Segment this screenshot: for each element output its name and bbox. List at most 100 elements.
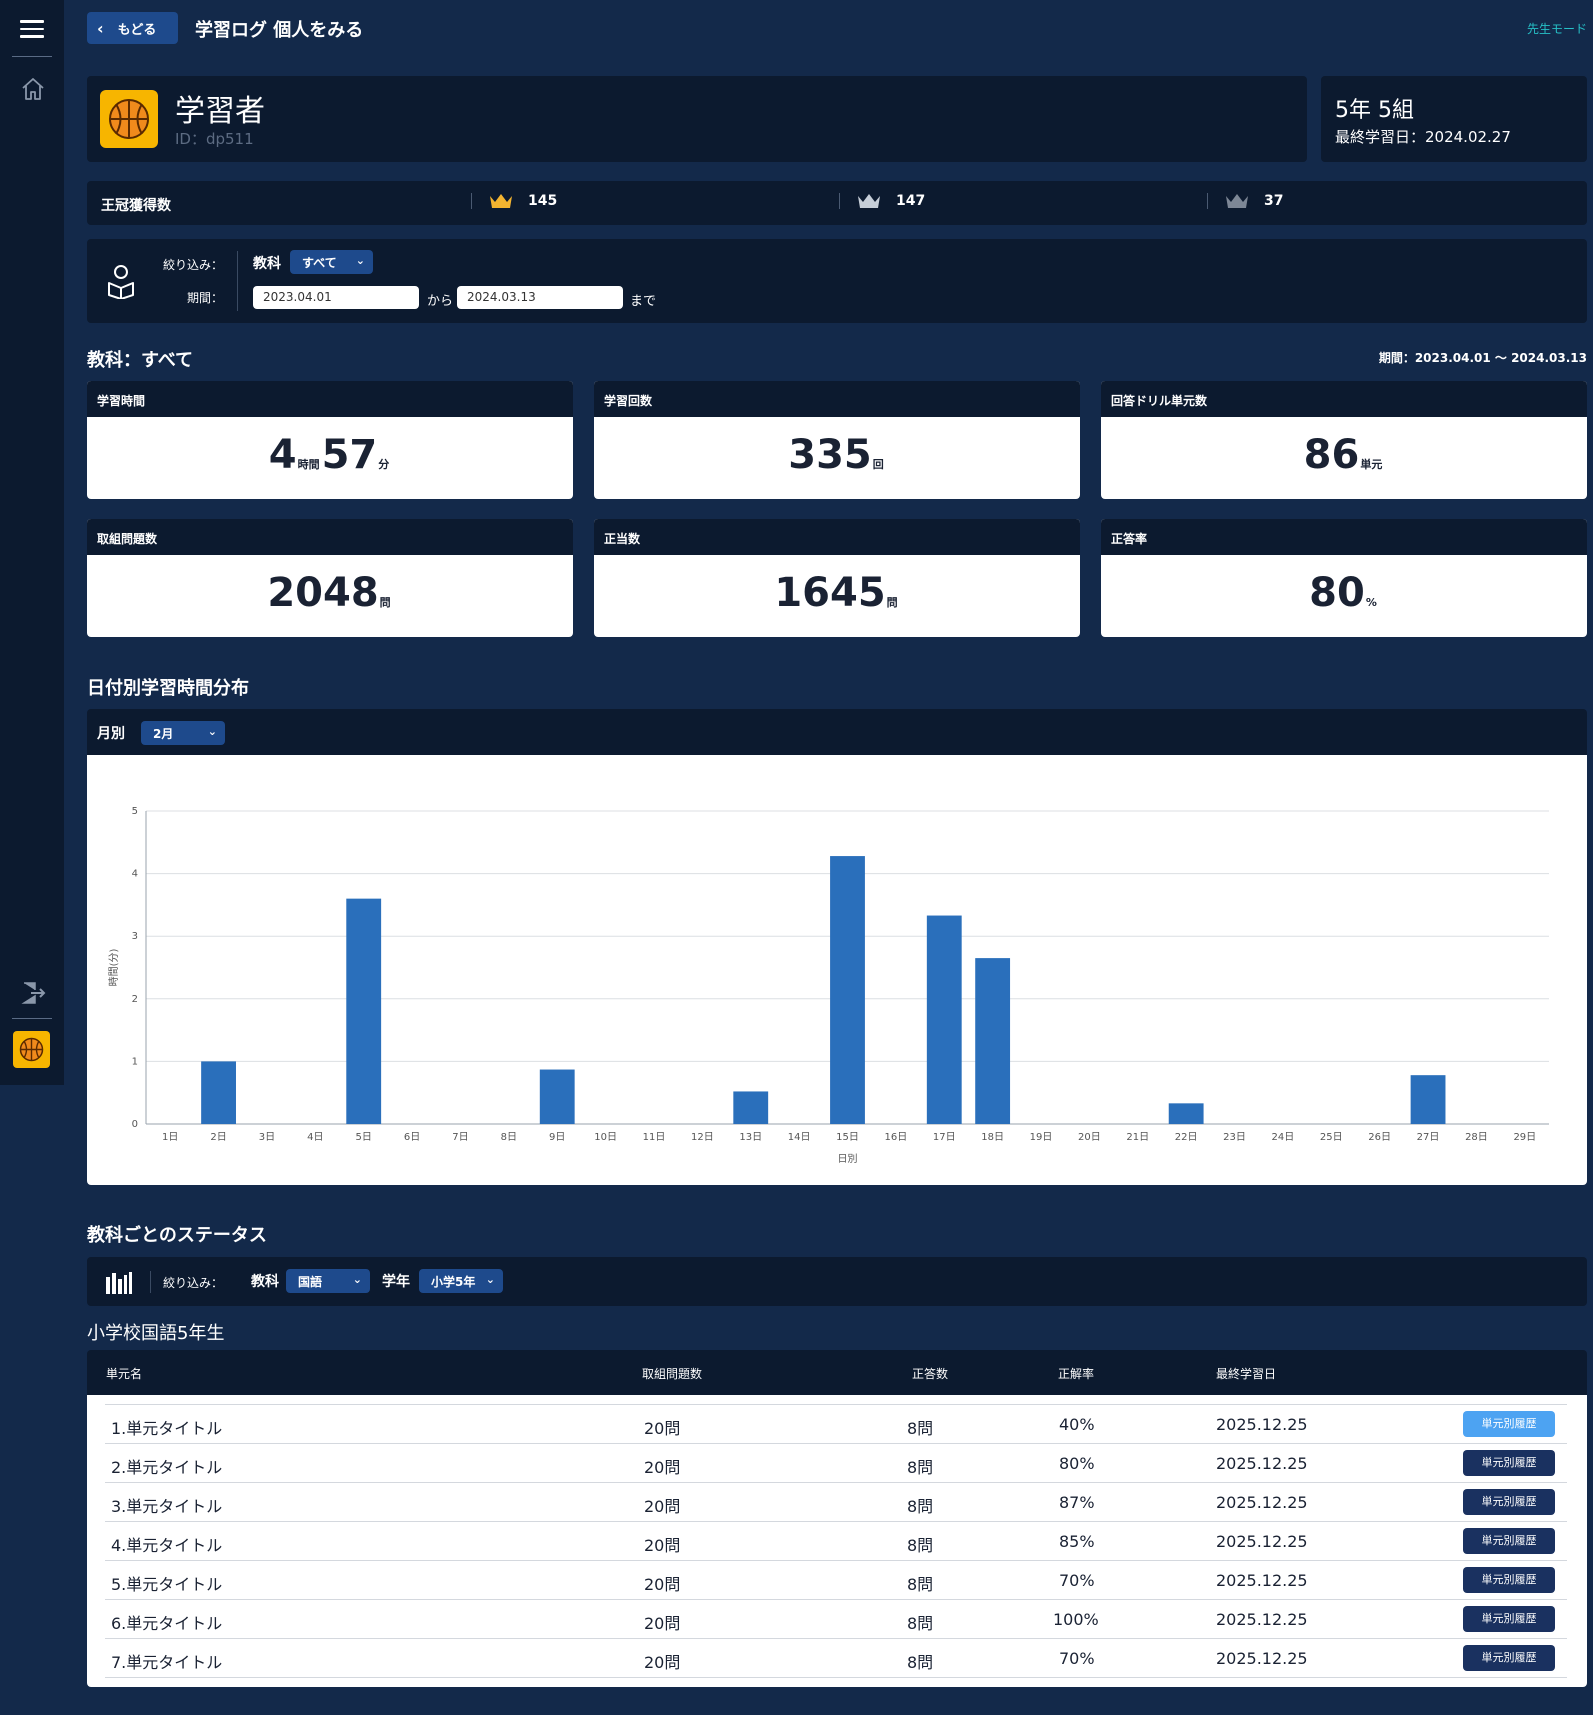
accuracy: 100% — [1053, 1610, 1099, 1629]
y-tick-label: 3 — [132, 931, 138, 942]
sidebar — [0, 0, 64, 1085]
problem-count: 20問 — [644, 1536, 681, 1555]
unit-name: 3.単元タイトル — [111, 1497, 223, 1516]
unit-history-button[interactable]: 単元別履歴 — [1463, 1567, 1555, 1593]
y-tick-label: 2 — [132, 994, 138, 1005]
filter-narrow-label: 絞り込み： — [163, 258, 224, 272]
col-accuracy: 正解率 — [1058, 1367, 1095, 1381]
x-tick-label: 1日 — [162, 1132, 178, 1143]
card-value: 4 — [268, 432, 297, 478]
class-card: 5年 5組 最終学習日：2024.02.27 — [1321, 76, 1587, 162]
x-tick-label: 22日 — [1175, 1132, 1198, 1143]
correct-count: 8問 — [907, 1458, 934, 1477]
home-icon[interactable] — [20, 76, 46, 102]
correct-count: 8問 — [907, 1653, 934, 1672]
table-row: 7.単元タイトル 20問 8問 70% 2025.12.25 単元別履歴 — [105, 1638, 1567, 1677]
unit-history-button[interactable]: 単元別履歴 — [1463, 1489, 1555, 1515]
card-value: 80 — [1309, 570, 1365, 616]
x-tick-label: 18日 — [981, 1132, 1004, 1143]
problems-card: 取組問題数 2048 問 — [87, 519, 573, 637]
unit-history-button[interactable]: 単元別履歴 — [1463, 1528, 1555, 1554]
card-title: 回答ドリル単元数 — [1101, 381, 1587, 417]
crown-label: 王冠獲得数 — [101, 198, 171, 214]
student-name: 学習者 — [175, 94, 265, 129]
x-axis-label: 日別 — [838, 1153, 858, 1165]
chevron-down-icon: ⌄ — [355, 254, 365, 267]
back-button[interactable]: ‹ もどる — [87, 12, 178, 44]
col-last-date: 最終学習日 — [1216, 1367, 1277, 1381]
grade-select[interactable]: 小学5年 ⌄ — [419, 1269, 503, 1293]
y-tick-label: 0 — [132, 1119, 138, 1130]
unit-history-button[interactable]: 単元別履歴 — [1463, 1606, 1555, 1632]
card-unit: % — [1365, 596, 1377, 609]
x-tick-label: 24日 — [1272, 1132, 1295, 1143]
back-label: もどる — [117, 22, 157, 38]
status-subject-select[interactable]: 国語 ⌄ — [286, 1269, 370, 1293]
card-value: 335 — [788, 432, 872, 478]
card-title: 学習回数 — [594, 381, 1080, 417]
x-tick-label: 26日 — [1368, 1132, 1391, 1143]
correct-count: 8問 — [907, 1497, 934, 1516]
x-tick-label: 4日 — [307, 1132, 323, 1143]
correct-count: 8問 — [907, 1419, 934, 1438]
table-subtitle: 小学校国語5年生 — [87, 1323, 225, 1344]
chart-bar — [201, 1061, 236, 1124]
page-title: 学習ログ 個人をみる — [195, 20, 364, 41]
col-correct-count: 正答数 — [912, 1367, 949, 1381]
unit-history-button[interactable]: 単元別履歴 — [1463, 1645, 1555, 1671]
hamburger-icon[interactable] — [20, 20, 44, 38]
month-select[interactable]: 2月 ⌄ — [141, 721, 225, 745]
table-row: 4.単元タイトル 20問 8問 85% 2025.12.25 単元別履歴 — [105, 1521, 1567, 1560]
x-tick-label: 20日 — [1078, 1132, 1101, 1143]
unit-history-button[interactable]: 単元別履歴 — [1463, 1411, 1555, 1437]
accuracy: 40% — [1059, 1415, 1095, 1434]
problem-count: 20問 — [644, 1614, 681, 1633]
x-tick-label: 14日 — [788, 1132, 811, 1143]
subject-select[interactable]: すべて ⌄ — [290, 250, 373, 274]
x-tick-label: 27日 — [1417, 1132, 1440, 1143]
chart-toolbar: 月別 2月 ⌄ — [87, 709, 1587, 755]
x-tick-label: 3日 — [259, 1132, 275, 1143]
correct-count: 8問 — [907, 1536, 934, 1555]
silver-crown-icon — [858, 194, 880, 208]
student-reading-icon — [108, 265, 134, 299]
chart-bar — [1410, 1075, 1446, 1124]
last-date: 2025.12.25 — [1216, 1571, 1308, 1590]
unit-name: 5.単元タイトル — [111, 1575, 223, 1594]
date-to-input[interactable]: 2024.03.13 — [457, 286, 623, 309]
x-tick-label: 8日 — [501, 1132, 517, 1143]
date-from-input[interactable]: 2023.04.01 — [253, 286, 419, 309]
accuracy: 70% — [1059, 1649, 1095, 1668]
card-title: 正当数 — [594, 519, 1080, 555]
teacher-mode-link[interactable]: 先生モード — [1526, 22, 1587, 36]
table-row: 3.単元タイトル 20問 8問 87% 2025.12.25 単元別履歴 — [105, 1482, 1567, 1521]
status-subject-value: 国語 — [298, 1274, 323, 1289]
card-value: 86 — [1303, 432, 1360, 478]
x-tick-label: 16日 — [885, 1132, 908, 1143]
unit-history-button[interactable]: 単元別履歴 — [1463, 1450, 1555, 1476]
card-value: 2048 — [267, 570, 379, 616]
x-tick-label: 2日 — [210, 1132, 226, 1143]
problem-count: 20問 — [644, 1653, 681, 1672]
subject-label: 教科 — [253, 256, 281, 272]
col-problem-count: 取組問題数 — [642, 1367, 703, 1381]
card-title: 正答率 — [1101, 519, 1587, 555]
x-tick-label: 19日 — [1030, 1132, 1053, 1143]
student-id: ID：dp511 — [175, 130, 254, 148]
unit-name: 2.単元タイトル — [111, 1458, 223, 1477]
table-row: 1.単元タイトル 20問 8問 40% 2025.12.25 単元別履歴 — [105, 1404, 1567, 1443]
silver-crown-count: 147 — [839, 192, 925, 210]
last-date: 2025.12.25 — [1216, 1493, 1308, 1512]
crown-count-bar: 王冠獲得数 145 147 37 — [87, 181, 1587, 225]
card-unit: 回 — [872, 458, 884, 471]
problem-count: 20問 — [644, 1497, 681, 1516]
books-icon — [106, 1272, 132, 1294]
logout-icon[interactable] — [21, 980, 47, 1006]
user-avatar[interactable] — [13, 1031, 50, 1068]
profile-card: 学習者 ID：dp511 — [87, 76, 1307, 162]
table-row: 5.単元タイトル 20問 8問 70% 2025.12.25 単元別履歴 — [105, 1560, 1567, 1599]
status-heading: 教科ごとのステータス — [87, 1225, 267, 1246]
card-unit: 時間 — [297, 458, 320, 471]
chart-bar — [346, 898, 382, 1124]
chart-bar — [830, 856, 865, 1124]
